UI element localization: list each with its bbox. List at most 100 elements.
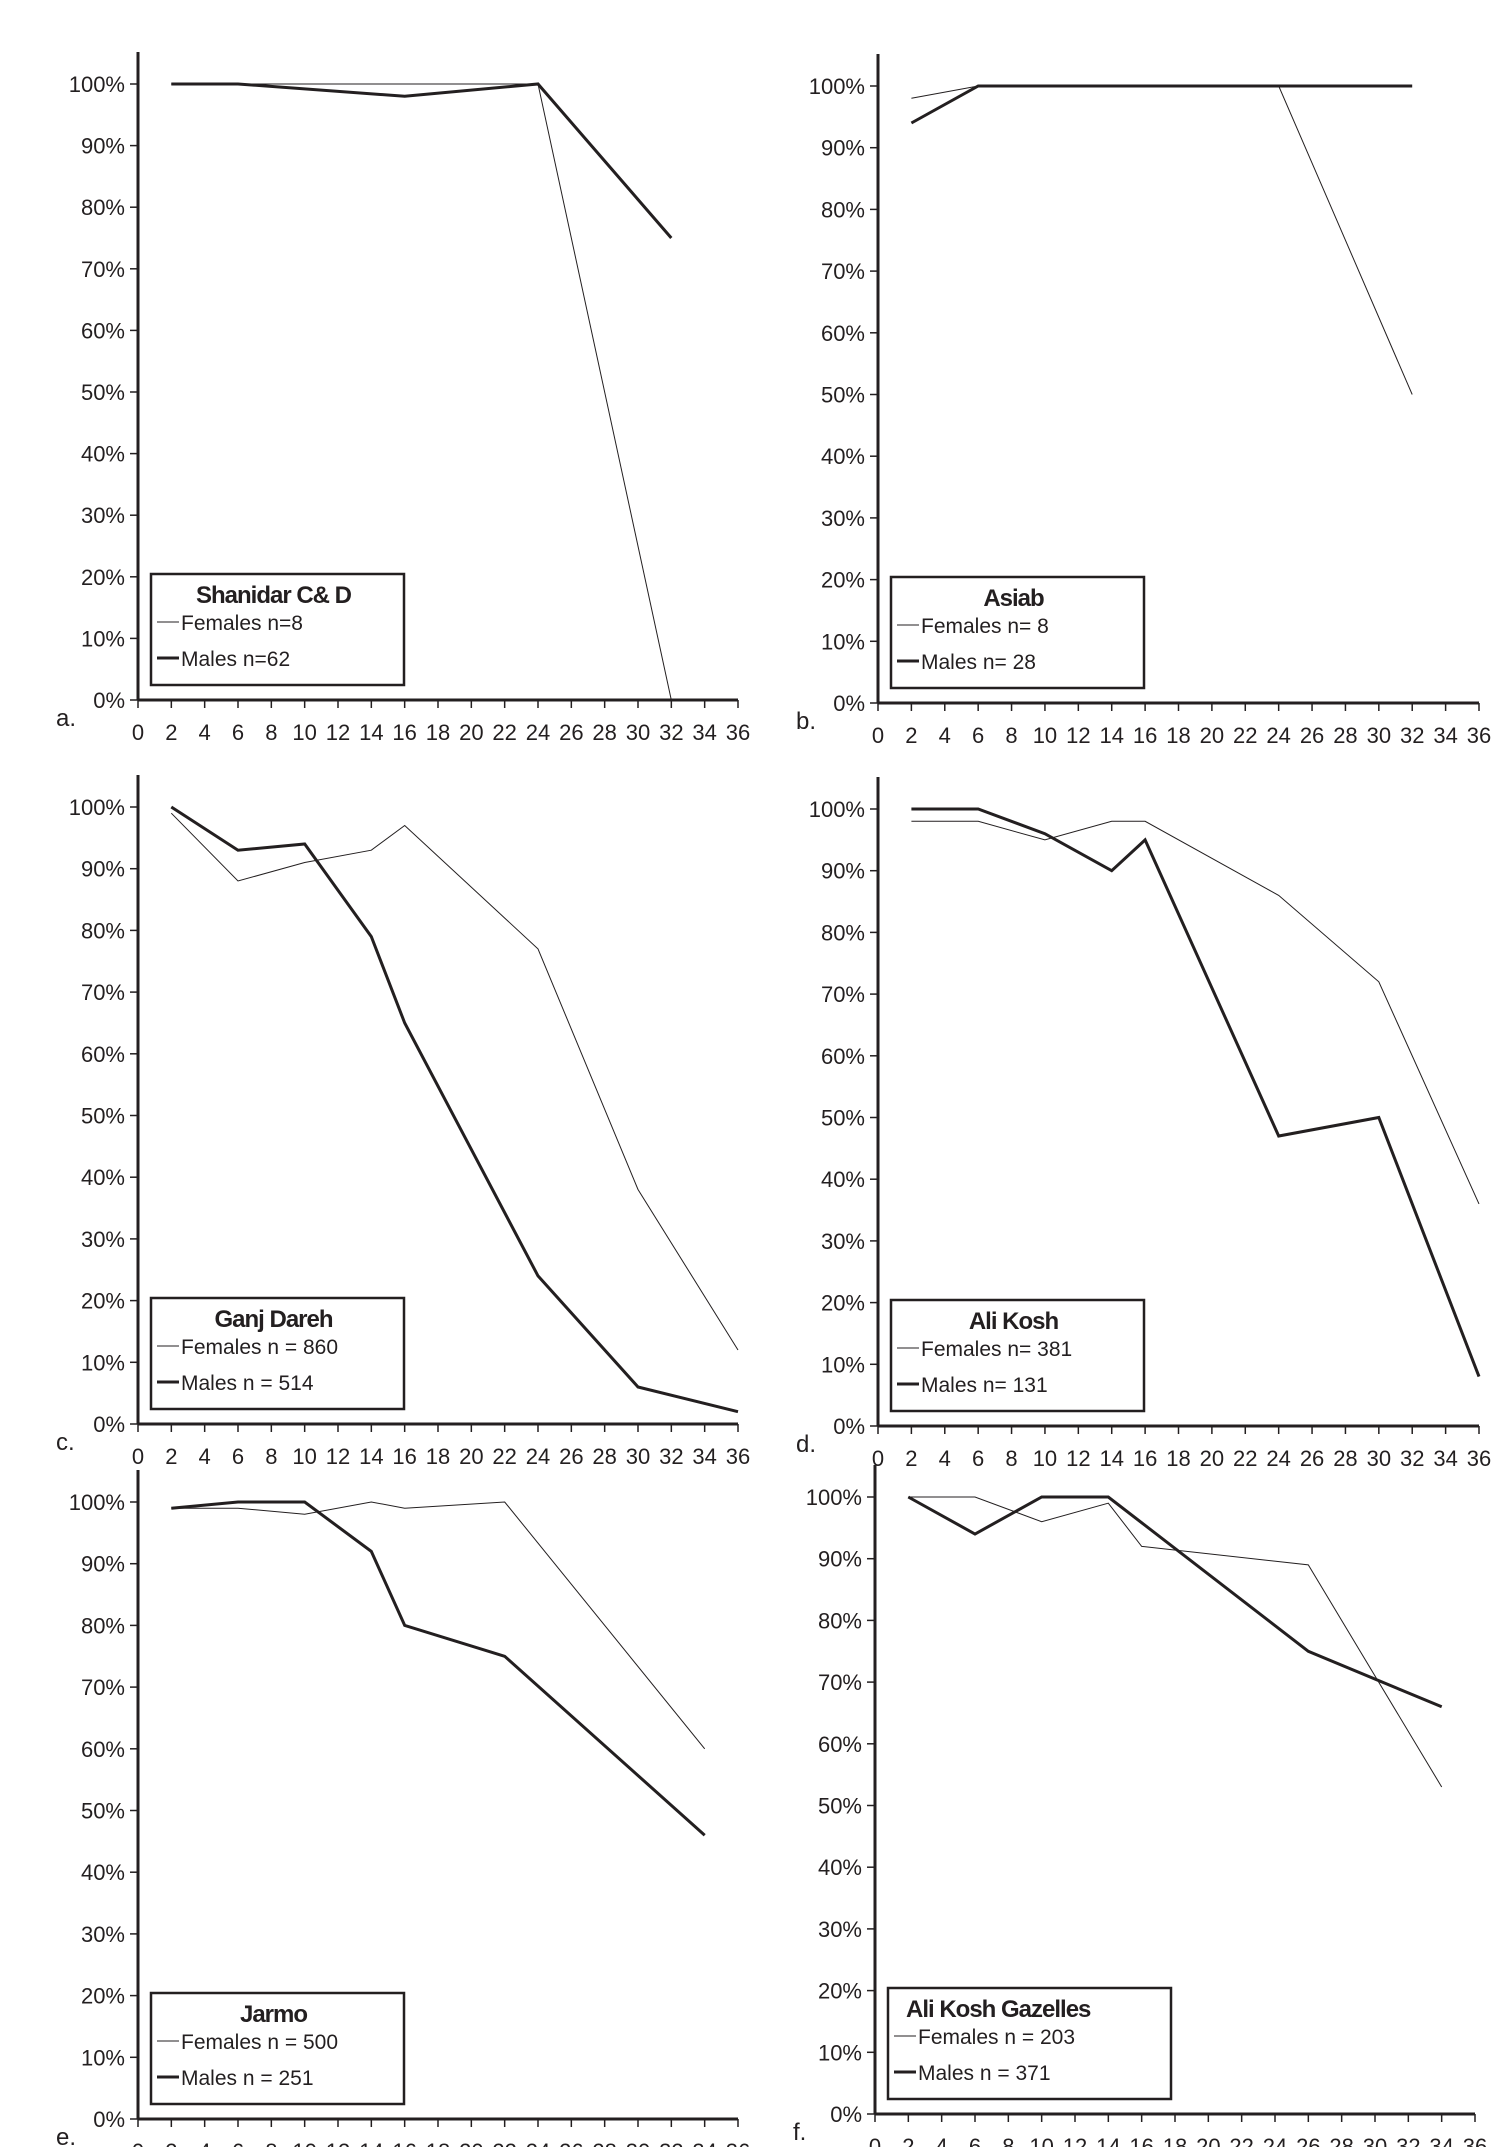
series-line-males [171, 1500, 706, 1837]
y-tick-label: 60% [821, 321, 865, 346]
y-tick-label: 30% [81, 1227, 125, 1252]
x-tick-label: 6 [972, 1446, 984, 1471]
x-tick-label: 12 [326, 2139, 350, 2147]
y-tick-label: 70% [81, 257, 125, 282]
legend-item-label: Males n=62 [181, 648, 290, 671]
x-tick-label: 4 [199, 1444, 211, 1469]
y-tick-label: 20% [81, 1289, 125, 1314]
y-tick-label: 30% [81, 503, 125, 528]
x-tick-label: 12 [326, 720, 350, 745]
legend-box [149, 1296, 406, 1411]
y-tick-label: 100% [69, 795, 125, 820]
x-tick-label: 6 [232, 720, 244, 745]
chart-panel-b: 0%10%20%30%40%50%60%70%80%90%100%0 2 4 6 8 10… [796, 54, 1491, 748]
legend-box [149, 572, 406, 687]
x-tick-label: 18 [1163, 2134, 1187, 2147]
x-tick-label: 12 [1066, 1446, 1090, 1471]
y-tick-label: 60% [821, 1044, 865, 1069]
y-tick-label: 30% [821, 506, 865, 531]
x-tick-label: 34 [692, 1444, 716, 1469]
x-tick-label: 14 [1099, 723, 1123, 748]
legend-title: Ali Kosh Gazelles [906, 1996, 1091, 2023]
x-tick-label: 14 [359, 2139, 383, 2147]
x-tick-label: 16 [1133, 1446, 1157, 1471]
panel-label: a. [56, 705, 76, 732]
x-tick-label: 32 [1396, 2134, 1420, 2147]
x-tick-label: 2 [902, 2134, 914, 2147]
y-tick-label: 70% [821, 259, 865, 284]
x-tick-label: 10 [1029, 2134, 1053, 2147]
y-tick-label: 0% [93, 2107, 125, 2132]
y-tick-label: 100% [69, 72, 125, 97]
x-tick-label: 8 [1005, 723, 1017, 748]
x-tick-label: 36 [1467, 723, 1491, 748]
y-tick-label: 90% [81, 134, 125, 159]
x-tick-label: 24 [1266, 723, 1290, 748]
legend: Ganj Dareh Females n = 860 Males n = 514 [149, 1296, 406, 1411]
y-tick-label: 60% [81, 1737, 125, 1762]
y-tick-label: 40% [81, 1165, 125, 1190]
x-tick-label: 28 [1333, 723, 1357, 748]
x-tick-label: 34 [692, 720, 716, 745]
legend-box [886, 1986, 1173, 2101]
y-tick-label: 80% [81, 1613, 125, 1638]
x-tick-label: 10 [292, 1444, 316, 1469]
x-tick-label: 24 [526, 1444, 550, 1469]
x-tick-label: 28 [1333, 1446, 1357, 1471]
x-tick-label: 22 [492, 720, 516, 745]
legend-box [889, 575, 1146, 690]
y-tick-label: 50% [821, 1106, 865, 1131]
legend-item-label: Females n = 860 [181, 1336, 338, 1359]
legend-title: Ganj Dareh [214, 1306, 332, 1333]
legend: Shanidar C& D Females n=8 Males n=62 [149, 572, 406, 687]
x-tick-label: 30 [626, 720, 650, 745]
series-line-males [907, 1495, 1443, 1709]
y-tick-label: 20% [81, 565, 125, 590]
x-tick-label: 16 [1133, 723, 1157, 748]
y-tick-label: 80% [821, 197, 865, 222]
x-tick-label: 4 [199, 720, 211, 745]
x-tick-label: 6 [969, 2134, 981, 2147]
legend-item-label: Males n = 251 [181, 2067, 314, 2090]
y-tick-label: 10% [821, 629, 865, 654]
chart-panel-d: 0%10%20%30%40%50%60%70%80%90%100%0 2 4 6 8 10… [796, 777, 1491, 1471]
x-tick-label: 10 [292, 720, 316, 745]
x-tick-label: 8 [265, 1444, 277, 1469]
x-tick-label: 36 [726, 720, 750, 745]
legend: Asiab Females n= 8 Males n= 28 [889, 575, 1146, 690]
y-tick-label: 100% [806, 1485, 862, 1510]
legend-item-label: Females n= 8 [921, 615, 1049, 638]
y-tick-label: 70% [81, 1675, 125, 1700]
x-tick-label: 28 [592, 1444, 616, 1469]
x-tick-label: 30 [626, 2139, 650, 2147]
legend-title: Shanidar C& D [196, 582, 352, 609]
x-tick-label: 12 [1063, 2134, 1087, 2147]
x-tick-label: 0 [872, 1446, 884, 1471]
y-tick-label: 50% [818, 1794, 862, 1819]
y-tick-label: 50% [821, 383, 865, 408]
x-tick-label: 26 [559, 1444, 583, 1469]
x-tick-label: 0 [872, 723, 884, 748]
x-tick-label: 32 [659, 720, 683, 745]
y-tick-label: 80% [818, 1608, 862, 1633]
x-tick-label: 22 [1229, 2134, 1253, 2147]
x-tick-label: 34 [1433, 723, 1457, 748]
x-tick-label: 26 [559, 720, 583, 745]
legend-box [149, 1991, 406, 2106]
x-tick-label: 32 [1400, 723, 1424, 748]
x-tick-label: 2 [905, 1446, 917, 1471]
y-tick-label: 100% [809, 74, 865, 99]
panel-label: e. [56, 2124, 76, 2147]
x-tick-label: 6 [232, 2139, 244, 2147]
legend-item-label: Females n = 203 [918, 2026, 1075, 2049]
y-tick-label: 60% [81, 318, 125, 343]
y-tick-label: 90% [81, 857, 125, 882]
series-line-males [910, 84, 1413, 125]
x-tick-label: 30 [1363, 2134, 1387, 2147]
y-tick-label: 10% [818, 2040, 862, 2065]
y-tick-label: 70% [821, 982, 865, 1007]
legend-title: Asiab [983, 585, 1044, 612]
y-tick-label: 50% [81, 1104, 125, 1129]
y-tick-label: 40% [81, 1860, 125, 1885]
